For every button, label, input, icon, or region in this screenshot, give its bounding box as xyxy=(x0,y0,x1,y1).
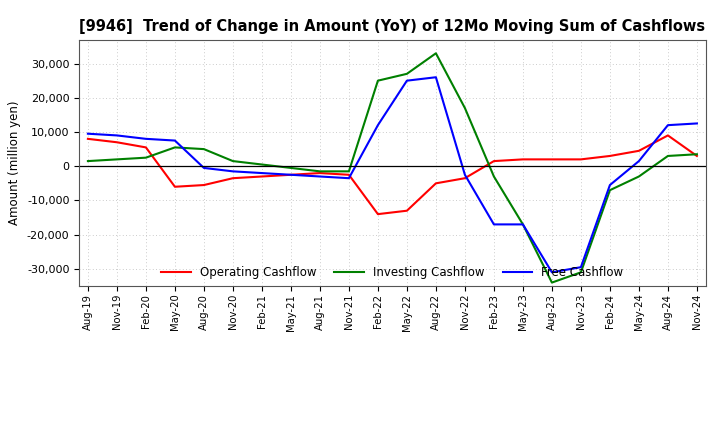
Line: Investing Cashflow: Investing Cashflow xyxy=(88,53,697,282)
Operating Cashflow xyxy=(461,176,469,181)
Investing Cashflow xyxy=(693,152,701,157)
Operating Cashflow xyxy=(142,145,150,150)
Free Cashflow xyxy=(142,136,150,142)
Investing Cashflow xyxy=(518,222,527,227)
Free Cashflow xyxy=(112,133,121,138)
Investing Cashflow xyxy=(258,162,266,167)
Operating Cashflow xyxy=(693,153,701,158)
Free Cashflow xyxy=(461,172,469,177)
Investing Cashflow xyxy=(171,145,179,150)
Investing Cashflow xyxy=(374,78,382,83)
Free Cashflow xyxy=(518,222,527,227)
Operating Cashflow xyxy=(518,157,527,162)
Free Cashflow xyxy=(693,121,701,126)
Investing Cashflow xyxy=(634,174,643,179)
Free Cashflow xyxy=(548,270,557,275)
Investing Cashflow xyxy=(461,106,469,111)
Operating Cashflow xyxy=(431,181,440,186)
Operating Cashflow xyxy=(171,184,179,189)
Operating Cashflow xyxy=(606,153,614,158)
Operating Cashflow xyxy=(287,172,295,177)
Free Cashflow xyxy=(258,170,266,176)
Investing Cashflow xyxy=(490,174,498,179)
Investing Cashflow xyxy=(431,51,440,56)
Free Cashflow xyxy=(228,169,237,174)
Legend: Operating Cashflow, Investing Cashflow, Free Cashflow: Operating Cashflow, Investing Cashflow, … xyxy=(156,260,629,285)
Free Cashflow xyxy=(374,122,382,128)
Operating Cashflow xyxy=(664,133,672,138)
Line: Operating Cashflow: Operating Cashflow xyxy=(88,136,697,214)
Free Cashflow xyxy=(171,138,179,143)
Operating Cashflow xyxy=(315,170,324,176)
Investing Cashflow xyxy=(142,155,150,160)
Investing Cashflow xyxy=(606,187,614,193)
Investing Cashflow xyxy=(287,165,295,171)
Investing Cashflow xyxy=(84,158,92,164)
Free Cashflow xyxy=(345,176,354,181)
Free Cashflow xyxy=(431,75,440,80)
Free Cashflow xyxy=(84,131,92,136)
Free Cashflow xyxy=(199,165,208,171)
Free Cashflow xyxy=(577,264,585,270)
Operating Cashflow xyxy=(84,136,92,142)
Operating Cashflow xyxy=(548,157,557,162)
Operating Cashflow xyxy=(199,183,208,188)
Investing Cashflow xyxy=(112,157,121,162)
Free Cashflow xyxy=(490,222,498,227)
Operating Cashflow xyxy=(577,157,585,162)
Line: Free Cashflow: Free Cashflow xyxy=(88,77,697,272)
Investing Cashflow xyxy=(577,270,585,275)
Investing Cashflow xyxy=(199,147,208,152)
Operating Cashflow xyxy=(345,172,354,177)
Operating Cashflow xyxy=(402,208,411,213)
Operating Cashflow xyxy=(374,212,382,217)
Investing Cashflow xyxy=(402,71,411,77)
Investing Cashflow xyxy=(345,169,354,174)
Operating Cashflow xyxy=(634,148,643,154)
Investing Cashflow xyxy=(228,158,237,164)
Y-axis label: Amount (million yen): Amount (million yen) xyxy=(9,101,22,225)
Operating Cashflow xyxy=(490,158,498,164)
Operating Cashflow xyxy=(228,176,237,181)
Operating Cashflow xyxy=(112,139,121,145)
Title: [9946]  Trend of Change in Amount (YoY) of 12Mo Moving Sum of Cashflows: [9946] Trend of Change in Amount (YoY) o… xyxy=(79,19,706,34)
Free Cashflow xyxy=(606,183,614,188)
Investing Cashflow xyxy=(664,153,672,158)
Free Cashflow xyxy=(634,158,643,164)
Investing Cashflow xyxy=(315,169,324,174)
Free Cashflow xyxy=(287,172,295,177)
Free Cashflow xyxy=(402,78,411,83)
Free Cashflow xyxy=(664,122,672,128)
Operating Cashflow xyxy=(258,174,266,179)
Investing Cashflow xyxy=(548,280,557,285)
Free Cashflow xyxy=(315,174,324,179)
